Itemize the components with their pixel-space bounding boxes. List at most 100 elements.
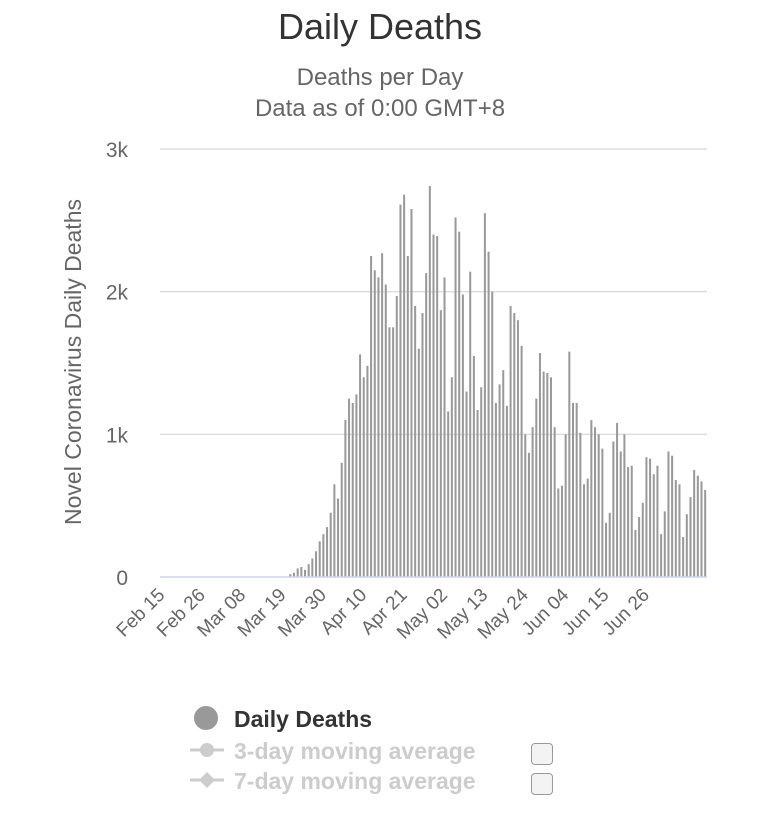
bar[interactable] — [597, 434, 600, 577]
bar[interactable] — [513, 313, 516, 577]
bar[interactable] — [571, 402, 575, 577]
bar[interactable] — [579, 432, 582, 577]
7-day-moving-average-checkbox[interactable] — [531, 773, 553, 795]
bar[interactable] — [531, 427, 534, 577]
bar[interactable] — [428, 186, 431, 577]
bar[interactable] — [700, 481, 703, 577]
bars-series-daily-deaths[interactable] — [289, 186, 707, 578]
bar[interactable] — [583, 484, 586, 577]
bar[interactable] — [546, 372, 549, 577]
bar[interactable] — [605, 522, 608, 577]
bar[interactable] — [491, 291, 494, 577]
bar[interactable] — [487, 251, 490, 577]
bar[interactable] — [388, 327, 391, 577]
bar[interactable] — [373, 270, 376, 577]
bar[interactable] — [454, 217, 457, 578]
legend-item-7-day-moving-average[interactable]: 7-day moving average — [188, 765, 488, 795]
bar[interactable] — [502, 370, 505, 577]
bar[interactable] — [322, 534, 325, 577]
bar[interactable] — [410, 208, 413, 578]
bar[interactable] — [348, 398, 351, 577]
bar[interactable] — [608, 512, 611, 577]
bar[interactable] — [417, 348, 420, 577]
bar[interactable] — [645, 457, 648, 577]
bar[interactable] — [304, 569, 307, 577]
bar[interactable] — [311, 558, 314, 577]
bar[interactable] — [344, 420, 347, 577]
bar[interactable] — [381, 253, 384, 577]
bar[interactable] — [377, 277, 380, 577]
bar[interactable] — [634, 529, 637, 577]
bar[interactable] — [436, 236, 439, 577]
bar[interactable] — [362, 377, 365, 577]
bar[interactable] — [458, 231, 461, 577]
bar[interactable] — [689, 497, 692, 577]
bar[interactable] — [505, 405, 508, 577]
bar[interactable] — [329, 512, 332, 577]
bar[interactable] — [627, 467, 630, 577]
bar[interactable] — [663, 511, 666, 577]
bar[interactable] — [575, 402, 578, 577]
bar[interactable] — [678, 484, 681, 577]
bar[interactable] — [674, 479, 677, 577]
bar[interactable] — [483, 213, 486, 577]
bar[interactable] — [406, 256, 409, 577]
bar[interactable] — [527, 452, 530, 577]
bar[interactable] — [340, 462, 343, 577]
bar[interactable] — [630, 465, 633, 577]
bar[interactable] — [351, 402, 354, 577]
bar[interactable] — [520, 345, 523, 577]
bar[interactable] — [300, 567, 303, 577]
bar[interactable] — [476, 410, 479, 577]
bar[interactable] — [704, 489, 707, 577]
bar[interactable] — [560, 485, 563, 577]
bar[interactable] — [671, 455, 674, 577]
bar[interactable] — [568, 351, 571, 577]
bar[interactable] — [667, 451, 670, 577]
bar[interactable] — [616, 422, 619, 577]
bar[interactable] — [439, 310, 442, 577]
bar[interactable] — [649, 458, 652, 577]
bar[interactable] — [399, 204, 402, 577]
bar[interactable] — [693, 470, 696, 577]
bar[interactable] — [315, 551, 318, 577]
bar[interactable] — [296, 568, 299, 577]
bar[interactable] — [465, 391, 468, 577]
bar[interactable] — [392, 327, 395, 577]
bar[interactable] — [586, 478, 589, 577]
bar[interactable] — [307, 564, 310, 577]
bar[interactable] — [601, 448, 604, 577]
bar[interactable] — [542, 371, 545, 577]
bar[interactable] — [292, 572, 296, 577]
bar[interactable] — [623, 434, 626, 577]
bar[interactable] — [461, 294, 464, 577]
bar[interactable] — [395, 295, 398, 577]
bar[interactable] — [594, 427, 597, 577]
bar[interactable] — [682, 537, 685, 577]
bar[interactable] — [480, 387, 483, 577]
bar[interactable] — [443, 277, 446, 577]
bar[interactable] — [656, 465, 659, 577]
bar[interactable] — [450, 377, 453, 577]
legend-item-3-day-moving-average[interactable]: 3-day moving average — [188, 735, 488, 765]
bar[interactable] — [469, 271, 472, 577]
bar[interactable] — [509, 305, 512, 577]
bar[interactable] — [498, 384, 501, 577]
bar[interactable] — [619, 451, 622, 577]
bar[interactable] — [472, 355, 475, 577]
bar[interactable] — [553, 427, 556, 577]
bar[interactable] — [447, 411, 450, 577]
bar[interactable] — [370, 256, 373, 577]
bar[interactable] — [535, 398, 538, 577]
bar[interactable] — [538, 353, 541, 577]
bar[interactable] — [425, 273, 428, 577]
bar[interactable] — [326, 527, 329, 577]
bar[interactable] — [318, 541, 321, 577]
bar[interactable] — [652, 474, 655, 577]
bar[interactable] — [685, 514, 688, 577]
bar[interactable] — [432, 234, 435, 577]
bar[interactable] — [384, 284, 387, 577]
bar[interactable] — [564, 434, 567, 577]
bar[interactable] — [557, 488, 560, 577]
bar[interactable] — [289, 574, 292, 577]
